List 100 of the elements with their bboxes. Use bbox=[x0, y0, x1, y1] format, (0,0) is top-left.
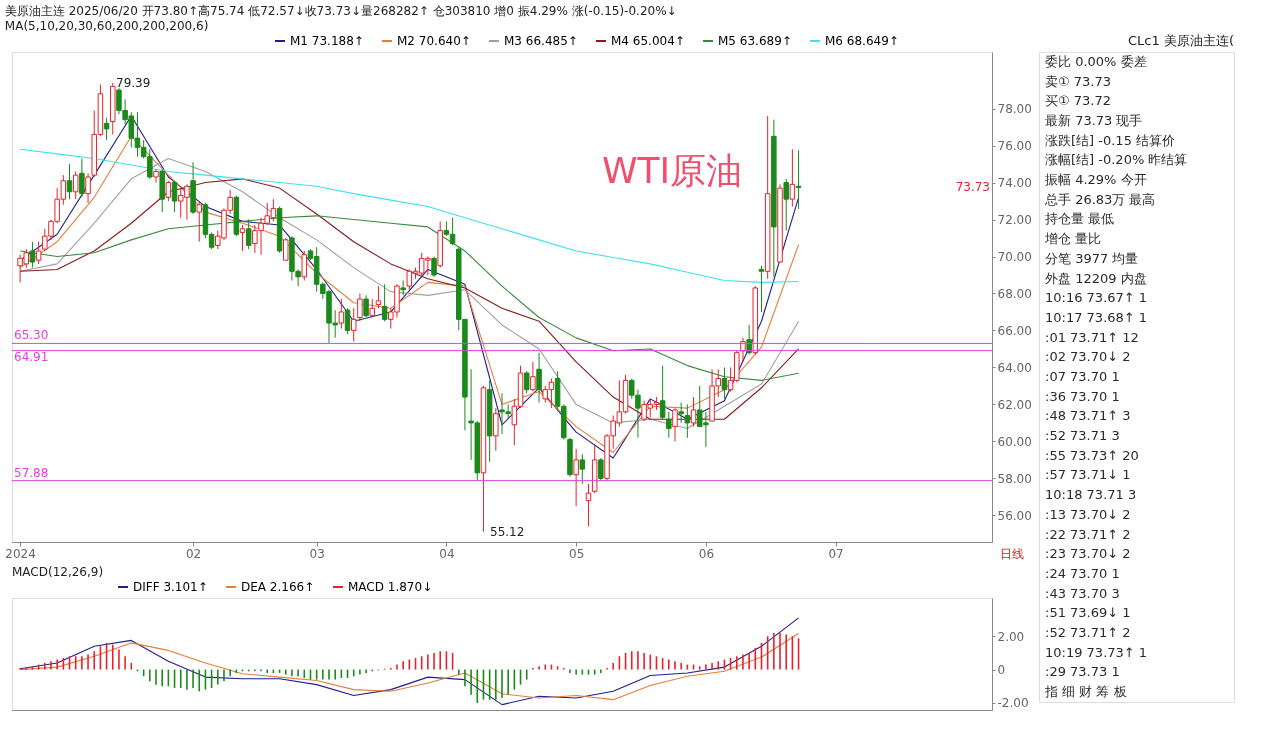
candlestick bbox=[85, 172, 91, 204]
y-tick-label: 2.00 bbox=[997, 629, 1025, 644]
annotation: 73.73 bbox=[955, 180, 990, 194]
text: 外盘 12209 内盘 bbox=[1045, 270, 1147, 286]
candlestick bbox=[29, 241, 36, 269]
text: :57 73.71↓ 1 bbox=[1045, 467, 1131, 483]
ref-line-label: 57.88 bbox=[14, 465, 49, 480]
text: :43 73.70 3 bbox=[1045, 585, 1120, 601]
x-tick-label: 05 bbox=[569, 546, 585, 561]
candlestick bbox=[659, 365, 666, 420]
candlestick bbox=[758, 265, 765, 313]
candlestick bbox=[690, 396, 697, 428]
candlestick bbox=[672, 407, 678, 442]
candlestick bbox=[153, 169, 159, 184]
candlestick bbox=[573, 448, 579, 507]
candlestick bbox=[357, 292, 363, 322]
y-tick-label: 74.00 bbox=[997, 176, 1032, 191]
text: 总手 26.83万 最高 bbox=[1044, 191, 1156, 207]
text: 卖① 73.73 bbox=[1045, 73, 1112, 89]
text: 涨幅[结] -0.20% 昨结算 bbox=[1045, 152, 1188, 168]
legend-label: M3 66.485↑ bbox=[504, 34, 578, 48]
line-series bbox=[19, 148, 800, 283]
candlestick bbox=[678, 402, 684, 424]
x-tick-label: 04 bbox=[439, 546, 455, 561]
text: :02 73.70↓ 2 bbox=[1045, 349, 1131, 365]
ref-line-label: 65.30 bbox=[14, 328, 49, 343]
candlestick bbox=[301, 250, 308, 282]
text: 10:19 73.73↑ 1 bbox=[1045, 644, 1148, 660]
legend-label: M2 70.640↑ bbox=[397, 34, 471, 48]
candlestick bbox=[344, 307, 351, 335]
annotation: WTI原油 bbox=[602, 150, 743, 191]
y-tick-label: 66.00 bbox=[997, 323, 1032, 338]
y-tick-label: 0 bbox=[997, 663, 1006, 678]
candlestick bbox=[338, 298, 345, 330]
text: :24 73.70 1 bbox=[1045, 565, 1120, 581]
text: 涨跌[结] -0.15 结算价 bbox=[1045, 132, 1176, 148]
candlestick bbox=[684, 403, 691, 439]
y-tick-label: 72.00 bbox=[997, 213, 1032, 228]
text: :23 73.70↓ 2 bbox=[1045, 546, 1131, 562]
candlestick bbox=[579, 453, 586, 485]
text: 指 细 财 筹 板 bbox=[1044, 684, 1127, 700]
candlestick bbox=[245, 219, 252, 250]
y-tick-label: 60.00 bbox=[997, 434, 1032, 449]
legend-label: M6 68.649↑ bbox=[825, 34, 899, 48]
text: :51 73.69↓ 1 bbox=[1045, 605, 1131, 621]
candlestick bbox=[165, 180, 172, 202]
text: :55 73.73↑ 20 bbox=[1045, 447, 1139, 463]
candlestick bbox=[666, 411, 672, 439]
y-tick-label: 70.00 bbox=[997, 250, 1032, 265]
x-tick-label: 03 bbox=[309, 546, 325, 561]
x-tick-label: 06 bbox=[698, 546, 715, 561]
y-tick-label: -2.00 bbox=[997, 696, 1029, 711]
text: :36 73.70 1 bbox=[1045, 388, 1120, 404]
text: :01 73.71↑ 12 bbox=[1045, 329, 1139, 345]
candlestick bbox=[783, 178, 789, 232]
text: 分笔 3977 均量 bbox=[1045, 250, 1139, 266]
annotation: 55.12 bbox=[490, 525, 525, 539]
y-tick-label: 64.00 bbox=[997, 360, 1032, 375]
text: 10:16 73.67↑ 1 bbox=[1045, 290, 1148, 306]
candlestick bbox=[239, 224, 246, 252]
text: :29 73.73 1 bbox=[1045, 664, 1120, 680]
legend-label: MACD 1.870↓ bbox=[348, 580, 433, 594]
ref-line-label: 64.91 bbox=[14, 349, 49, 364]
annotation: 79.39 bbox=[116, 76, 151, 90]
text: :22 73.71↑ 2 bbox=[1045, 526, 1131, 542]
candlestick bbox=[536, 352, 542, 404]
candlestick bbox=[66, 163, 73, 200]
text: 10:17 73.68↑ 1 bbox=[1045, 309, 1148, 325]
candlestick bbox=[375, 285, 382, 309]
text: 日线 bbox=[1000, 547, 1024, 561]
candlestick bbox=[72, 170, 79, 200]
text: 振幅 4.29% 今开 bbox=[1045, 172, 1147, 188]
text: :52 73.71↑ 2 bbox=[1045, 625, 1131, 641]
candlestick bbox=[103, 117, 110, 141]
text: 买① 73.72 bbox=[1045, 93, 1112, 109]
candlestick bbox=[530, 361, 536, 392]
candlestick bbox=[789, 148, 796, 208]
candlestick bbox=[171, 180, 178, 213]
chart-title: 美原油主连 2025/06/20 开73.80↑高75.74 低72.57↓收73.73↓量268282↑ 仓303810 增0 振4.29% 涨(-0.15)-0.20%↓ bbox=[4, 4, 677, 18]
candlestick bbox=[493, 407, 499, 452]
candlestick bbox=[283, 237, 289, 261]
x-tick-label: 2024 bbox=[5, 546, 36, 561]
candlestick bbox=[196, 200, 203, 243]
text: 最新 73.73 现手 bbox=[1045, 112, 1143, 128]
y-tick-label: 78.00 bbox=[997, 102, 1032, 117]
y-tick-label: 68.00 bbox=[997, 286, 1032, 301]
candlestick bbox=[363, 294, 369, 319]
candlestick bbox=[35, 241, 42, 265]
candlestick bbox=[431, 256, 437, 278]
line-series bbox=[19, 617, 800, 706]
y-tick-label: 76.00 bbox=[997, 139, 1032, 154]
text: :52 73.71 3 bbox=[1045, 428, 1120, 444]
y-tick-label: 62.00 bbox=[997, 397, 1032, 412]
text: :48 73.71↑ 3 bbox=[1045, 408, 1131, 424]
candlestick bbox=[400, 280, 406, 296]
legend-label: DEA 2.166↑ bbox=[241, 580, 315, 594]
legend-label: M5 63.689↑ bbox=[718, 34, 792, 48]
x-tick-label: 02 bbox=[185, 546, 202, 561]
candlestick bbox=[598, 457, 604, 481]
line-series bbox=[19, 632, 800, 701]
